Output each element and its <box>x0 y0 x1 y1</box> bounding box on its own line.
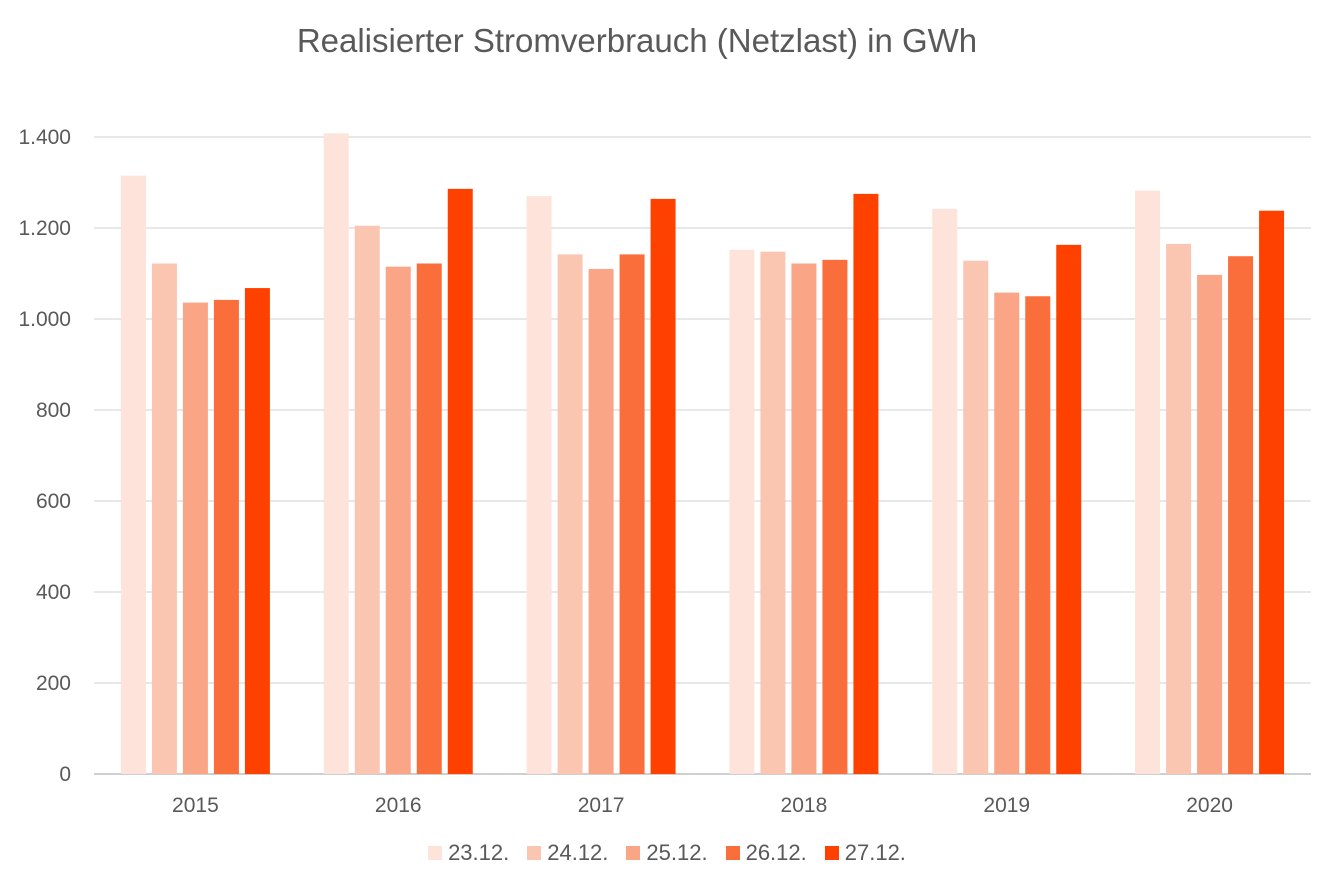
bar <box>760 251 786 774</box>
y-axis-ticks: 0 200 400 600 800 1.000 1.200 1.400 <box>18 126 71 786</box>
x-tick-label: 2016 <box>375 794 422 817</box>
bar <box>588 268 614 774</box>
y-tick-label: 200 <box>36 672 71 695</box>
legend-swatch <box>527 846 542 860</box>
x-tick-label: 2019 <box>983 794 1030 817</box>
bar <box>416 263 442 774</box>
legend-label: 23.12. <box>448 840 510 865</box>
legend-swatch <box>725 846 740 860</box>
y-tick-label: 600 <box>36 490 71 513</box>
legend-item: 24.12. <box>527 840 608 866</box>
y-tick-label: 1.000 <box>18 308 71 331</box>
y-tick-label: 800 <box>36 399 71 422</box>
bar <box>650 198 676 774</box>
bar <box>182 302 208 774</box>
bar <box>822 259 848 775</box>
bar <box>354 225 380 775</box>
bar <box>323 133 349 775</box>
bar <box>1135 190 1161 774</box>
x-tick-label: 2020 <box>1186 794 1233 817</box>
x-axis-ticks: 2015 2016 2017 2018 2019 2020 <box>172 794 1233 817</box>
legend-label: 27.12. <box>844 840 906 865</box>
y-tick-label: 1.400 <box>18 126 71 149</box>
bar <box>447 188 473 774</box>
bar <box>1228 256 1254 775</box>
x-tick-label: 2017 <box>578 794 625 817</box>
bars <box>120 133 1285 775</box>
bar <box>729 249 755 775</box>
bar <box>1056 244 1082 774</box>
bar <box>1197 274 1223 774</box>
bar <box>932 208 958 774</box>
legend-swatch <box>428 846 443 860</box>
y-tick-label: 400 <box>36 581 71 604</box>
bar <box>853 193 879 774</box>
bar <box>151 263 177 774</box>
bar <box>120 175 146 775</box>
legend-item: 26.12. <box>725 840 807 866</box>
legend-item: 27.12. <box>824 840 906 866</box>
y-tick-label: 0 <box>59 763 71 786</box>
bar <box>963 260 989 774</box>
bar <box>385 266 411 774</box>
legend: 23.12. 24.12. 25.12. 26.12. 27.12. <box>0 840 1334 866</box>
x-tick-label: 2018 <box>781 794 828 817</box>
legend-swatch <box>824 846 839 860</box>
bar <box>557 254 583 774</box>
legend-label: 24.12. <box>547 840 609 865</box>
bar <box>526 196 552 774</box>
y-tick-label: 1.200 <box>18 217 71 240</box>
chart-title: Realisierter Stromverbrauch (Netzlast) i… <box>296 22 978 59</box>
x-tick-label: 2015 <box>172 794 219 817</box>
legend-item: 25.12. <box>626 840 708 866</box>
gridlines <box>94 136 1311 775</box>
bar <box>994 292 1020 774</box>
legend-label: 26.12. <box>745 840 807 865</box>
legend-item: 23.12. <box>428 840 509 866</box>
bar <box>791 263 817 774</box>
bar <box>244 288 270 774</box>
bar <box>1166 243 1192 775</box>
bar <box>619 254 645 774</box>
legend-swatch <box>626 846 641 860</box>
legend-label: 25.12. <box>646 840 708 865</box>
bar <box>1025 296 1051 774</box>
bar <box>213 299 239 774</box>
bar <box>1259 210 1285 774</box>
